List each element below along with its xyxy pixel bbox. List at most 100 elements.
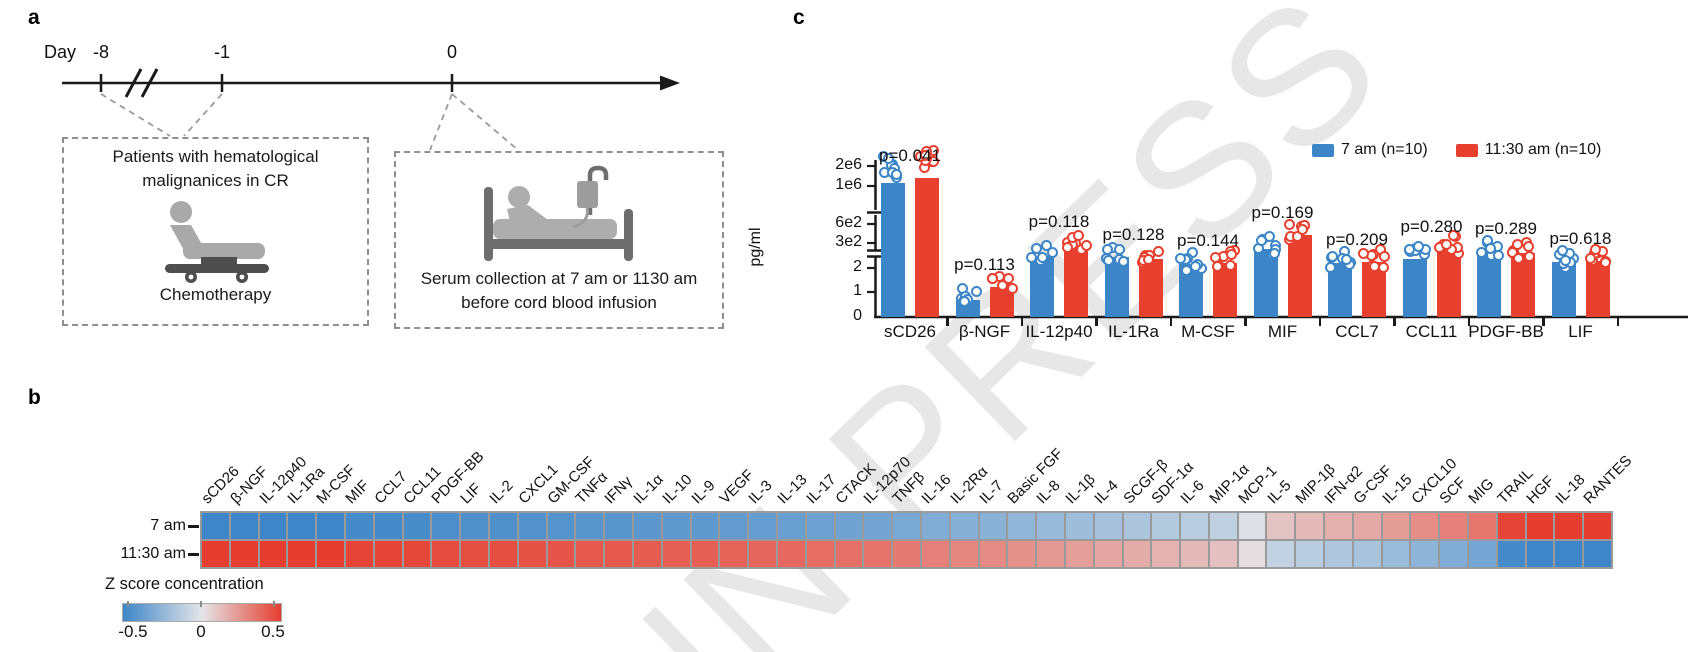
x-axis-tick (1467, 317, 1471, 326)
heatmap-cell-1130am-IFN-α2 (1325, 541, 1352, 567)
heatmap-cell-7am-MIP-1β (1296, 513, 1324, 539)
heatmap-cell-7am-IL-3 (749, 513, 776, 539)
legend-label: 7 am (n=10) (1341, 141, 1428, 158)
heatmap-row-tick (188, 553, 199, 556)
bar-chart-legend: 7 am (n=10) 11:30 am (n=10) (1312, 141, 1601, 159)
heatmap-cell-1130am-SDF-1α (1152, 541, 1180, 567)
scatter-dot (1152, 246, 1164, 258)
heatmap-cell-1130am-HGF (1526, 541, 1554, 567)
legend-swatch-icon (1312, 143, 1334, 157)
scatter-dot (1062, 241, 1074, 253)
x-axis-tick (946, 317, 949, 326)
scatter-dot (1210, 252, 1222, 264)
heatmap-cell-7am-IL-1Ra (288, 513, 316, 539)
heatmap-row-label-1130am: 11:30 am (120, 545, 186, 562)
heatmap-cell-1130am-sCD26 (202, 541, 229, 567)
heatmap-cell-7am-IL-12p70 (864, 513, 892, 539)
heatmap-cell-1130am-GM-CSF (547, 541, 575, 567)
connector-dashed-line (100, 93, 171, 137)
p-value-M-CSF: p=0.144 (1177, 230, 1239, 250)
scatter-dot (1036, 251, 1048, 263)
scatter-dot (1557, 245, 1569, 257)
scatter-dot (1589, 244, 1601, 256)
bar-1130am-M-CSF (1213, 262, 1237, 317)
heatmap-cell-1130am-CCL7 (374, 541, 402, 567)
chemo-box-line2: malignanices in CR (142, 171, 289, 190)
heatmap-cell-1130am-IL-1Ra (288, 541, 316, 567)
heatmap-cell-1130am-IL-13 (777, 541, 805, 567)
bar-1130am-PDGF-BB (1511, 253, 1535, 317)
heatmap-cell-7am-HGF (1526, 513, 1554, 539)
legend-swatch-icon (1455, 143, 1478, 157)
scatter-dot (882, 153, 894, 165)
colorbar-title: Z score concentration (105, 575, 264, 593)
bar-7am-MIF (1253, 248, 1278, 317)
heatmap-cell-7am-MIP-1α (1209, 513, 1237, 539)
patient-bed-iv-icon (484, 165, 633, 261)
x-axis-tick (1169, 317, 1173, 326)
x-label-MIF: MIF (1267, 322, 1298, 341)
bar-1130am-IL-1Ra (1138, 258, 1163, 317)
heatmap-cell-1130am-IL-8 (1037, 541, 1064, 567)
x-label-IL-12p40: IL-12p40 (1025, 322, 1093, 341)
timeline-graphic (62, 68, 680, 151)
panel-c-label: c (793, 6, 805, 29)
patient-stretcher-icon (164, 201, 269, 283)
scatter-dot (1560, 255, 1572, 267)
bar-7am-IL-12p40 (1030, 255, 1054, 317)
x-label-sCD26: sCD26 (884, 322, 936, 341)
timeline-label-day-0: 0 (446, 42, 457, 62)
scatter-dot (1584, 253, 1596, 265)
scatter-dot (1190, 260, 1202, 272)
heatmap-cell-7am-SCF (1440, 513, 1468, 539)
heatmap-cell-1130am-CTACK (835, 541, 863, 567)
chemo-box-caption: Chemotherapy (159, 285, 272, 304)
timeline-arrowhead-icon (660, 75, 680, 91)
scatter-dot (1226, 248, 1238, 260)
heatmap-cell-7am-Basic FGF (1008, 513, 1036, 539)
p-value-CCL7: p=0.209 (1326, 229, 1388, 249)
heatmap-cell-1130am-MIP-1β (1296, 541, 1324, 567)
heatmap-cell-1130am-SCF (1440, 541, 1468, 567)
colorbar-tick (273, 601, 275, 607)
colorbar-tick (127, 601, 129, 607)
scatter-dot (1080, 239, 1092, 251)
y-tick-label-3e2: 3e2 (835, 233, 862, 250)
bar-1130am-IL-12p40 (1064, 243, 1088, 317)
heatmap-cell-7am-IL-2 (489, 513, 517, 539)
heatmap-cell-1130am-M-CSF (317, 541, 344, 567)
heatmap-cell-7am-IFN-α2 (1325, 513, 1352, 539)
heatmap-cell-7am-PDGF-BB (432, 513, 460, 539)
y-tick-label-6e2: 6e2 (835, 214, 862, 231)
heatmap-cell-7am-SCGF-β (1123, 513, 1151, 539)
heatmap-cell-7am-sCD26 (202, 513, 229, 539)
zscore-heatmap (200, 511, 1614, 569)
heatmap-cell-1130am-IL-16 (921, 541, 949, 567)
x-axis-tick (1542, 317, 1545, 326)
x-label-M-CSF: M-CSF (1181, 322, 1235, 341)
heatmap-cell-1130am-IL-6 (1181, 541, 1208, 567)
heatmap-cell-1130am-MIP-1α (1209, 541, 1237, 567)
scatter-dot (1175, 253, 1187, 265)
heatmap-cell-7am-IL-1β (1065, 513, 1093, 539)
scatter-dot (1325, 262, 1337, 274)
x-axis-tick (1095, 317, 1098, 326)
p-value-IL-1Ra: p=0.128 (1102, 225, 1165, 245)
scatter-dot (1224, 260, 1236, 272)
scatter-dot (1102, 243, 1114, 255)
heatmap-cell-7am-CTACK (835, 513, 863, 539)
scatter-dot (1447, 230, 1459, 242)
timeline-label-day-1: -1 (213, 42, 230, 62)
scatter-dot (1327, 250, 1339, 262)
colorbar-min-label: -0.5 (118, 622, 148, 641)
colorbar-gradient (122, 603, 282, 622)
bar-1130am-CCL11 (1436, 248, 1461, 317)
heatmap-row-label-7am: 7 am (150, 517, 186, 534)
heatmap-cell-7am-RANTES (1584, 513, 1612, 539)
heatmap-cell-7am-MCP-1 (1238, 513, 1266, 539)
heatmap-cell-7am-CXCL10 (1411, 513, 1439, 539)
y-tick-label-2e6: 2e6 (835, 156, 862, 173)
heatmap-cell-1130am-CCL11 (403, 541, 431, 567)
